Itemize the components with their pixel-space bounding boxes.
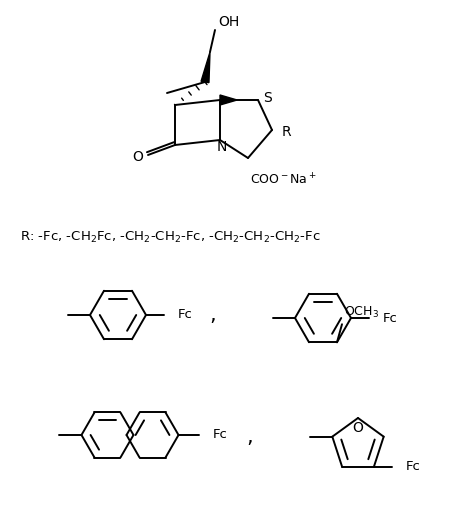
Polygon shape xyxy=(201,52,210,82)
Text: N: N xyxy=(217,140,227,154)
Text: R: R xyxy=(281,125,291,139)
Text: Fc: Fc xyxy=(212,429,228,441)
Text: R: -Fc, -CH$_2$Fc, -CH$_2$-CH$_2$-Fc, -CH$_2$-CH$_2$-CH$_2$-Fc: R: -Fc, -CH$_2$Fc, -CH$_2$-CH$_2$-Fc, -C… xyxy=(20,230,320,244)
Text: COO$^-$Na$^+$: COO$^-$Na$^+$ xyxy=(250,173,317,188)
Text: ,: , xyxy=(210,305,216,325)
Polygon shape xyxy=(220,95,237,105)
Text: Fc: Fc xyxy=(383,312,398,325)
Text: O: O xyxy=(353,421,364,435)
Text: ,: , xyxy=(246,427,253,447)
Text: Fc: Fc xyxy=(406,460,421,473)
Text: Fc: Fc xyxy=(178,308,193,322)
Text: OH: OH xyxy=(218,15,239,29)
Text: OCH$_3$: OCH$_3$ xyxy=(344,305,379,320)
Text: S: S xyxy=(264,91,273,105)
Text: O: O xyxy=(133,150,144,164)
